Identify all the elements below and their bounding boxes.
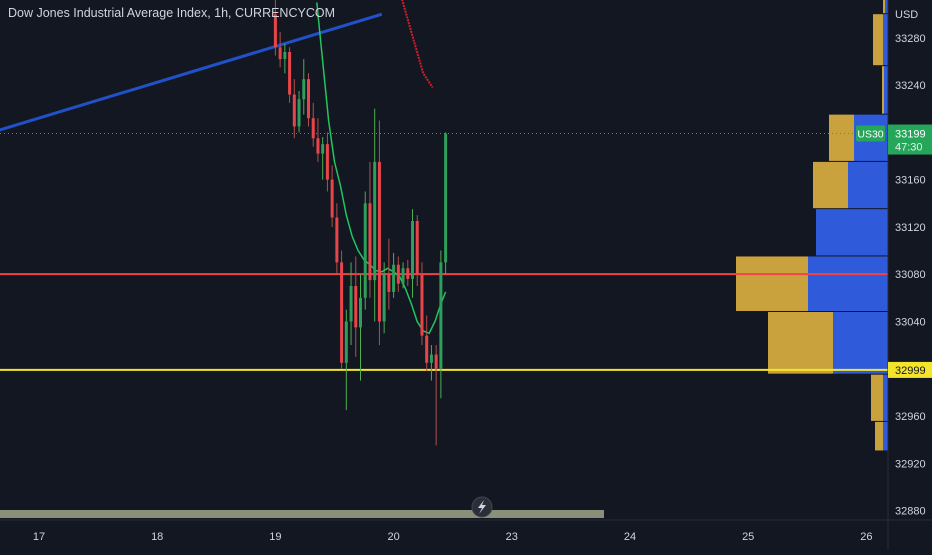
candle-body-17 bbox=[354, 286, 358, 328]
price-axis-unit: USD bbox=[895, 9, 918, 21]
price-tick-7: 32920 bbox=[895, 458, 926, 470]
volume-profile-down-5 bbox=[816, 209, 888, 256]
lightning-icon bbox=[478, 500, 486, 514]
bar-countdown: 47:30 bbox=[895, 142, 923, 154]
trend-line bbox=[0, 12, 383, 132]
candle-body-14 bbox=[340, 262, 344, 363]
volume-profile-down-6 bbox=[808, 256, 888, 311]
time-tick-0: 17 bbox=[33, 531, 45, 543]
yellow-level-tag bbox=[888, 361, 932, 378]
time-tick-6: 25 bbox=[742, 531, 754, 543]
candle-body-7 bbox=[306, 79, 310, 119]
current-price-tag bbox=[888, 124, 932, 155]
volume-profile-down-2 bbox=[884, 66, 888, 114]
date-range-bar[interactable] bbox=[0, 510, 604, 518]
time-tick-7: 26 bbox=[860, 531, 872, 543]
volume-profile-up-7 bbox=[768, 312, 833, 374]
candle-body-10 bbox=[321, 144, 325, 154]
candle-body-33 bbox=[429, 354, 433, 363]
candle-body-29 bbox=[411, 221, 415, 279]
volume-profile-down-0 bbox=[885, 0, 888, 14]
candle-body-4 bbox=[292, 94, 296, 127]
candle-body-19 bbox=[363, 203, 367, 298]
horizontal-levels bbox=[0, 133, 888, 371]
candle-body-15 bbox=[344, 321, 348, 363]
price-tick-2: 33160 bbox=[895, 175, 926, 187]
candle-body-26 bbox=[396, 264, 400, 284]
volume-profile-up-2 bbox=[882, 66, 884, 114]
volume-profile bbox=[736, 0, 888, 451]
volume-profile-up-9 bbox=[875, 421, 883, 451]
indicator-lines bbox=[0, 0, 447, 335]
candle-body-6 bbox=[302, 79, 306, 100]
price-axis[interactable]: USD 33280 33240 33160 33120 33080 33040 32960 32… bbox=[895, 9, 926, 518]
moving-average-line bbox=[316, 2, 447, 335]
red-moving-average-line bbox=[401, 0, 434, 89]
volume-profile-down-8 bbox=[883, 374, 888, 421]
candle-body-24 bbox=[387, 274, 391, 292]
candle-body-11 bbox=[325, 144, 329, 180]
candle-body-25 bbox=[392, 264, 396, 292]
candle-body-20 bbox=[368, 203, 372, 281]
volume-profile-up-6 bbox=[736, 256, 808, 311]
candle-body-21 bbox=[373, 161, 377, 281]
candles bbox=[273, 0, 448, 446]
symbol-tag bbox=[856, 125, 885, 142]
yellow-level-label: 32999 bbox=[895, 365, 926, 377]
time-tick-2: 19 bbox=[269, 531, 281, 543]
price-tick-6: 32960 bbox=[895, 411, 926, 423]
candle-body-18 bbox=[359, 297, 363, 328]
time-tick-5: 24 bbox=[624, 531, 636, 543]
volume-profile-down-9 bbox=[883, 421, 888, 451]
candle-body-5 bbox=[297, 99, 301, 127]
time-axis[interactable]: 17 18 19 20 23 24 25 26 bbox=[0, 519, 932, 543]
candle-body-23 bbox=[382, 274, 386, 322]
current-price-value: 33199 bbox=[895, 129, 926, 141]
candle-body-8 bbox=[311, 118, 315, 139]
candle-body-31 bbox=[420, 274, 424, 336]
candle-body-3 bbox=[288, 52, 292, 95]
price-tick-0: 33280 bbox=[895, 33, 926, 45]
candle-body-36 bbox=[444, 133, 448, 263]
candle-body-28 bbox=[406, 268, 410, 279]
candle-body-13 bbox=[335, 217, 339, 263]
candle-body-34 bbox=[434, 354, 438, 369]
time-tick-1: 18 bbox=[151, 531, 163, 543]
chart-title: Dow Jones Industrial Average Index, 1h, … bbox=[8, 6, 335, 20]
candle-body-32 bbox=[425, 335, 429, 363]
time-tick-4: 23 bbox=[506, 531, 518, 543]
symbol-tag-label: US30 bbox=[857, 129, 883, 141]
volume-profile-up-0 bbox=[883, 0, 885, 14]
price-tick-8: 32880 bbox=[895, 506, 926, 518]
volume-profile-down-4 bbox=[848, 161, 888, 209]
candle-body-9 bbox=[316, 138, 320, 154]
price-tick-4: 33080 bbox=[895, 269, 926, 281]
volume-profile-down-1 bbox=[883, 14, 888, 66]
volume-profile-up-3 bbox=[829, 114, 854, 161]
volume-profile-up-1 bbox=[873, 14, 883, 66]
price-tick-3: 33120 bbox=[895, 222, 926, 234]
candle-body-0 bbox=[273, 14, 277, 48]
candle-body-30 bbox=[415, 221, 419, 275]
price-tick-1: 33240 bbox=[895, 80, 926, 92]
candle-body-2 bbox=[283, 52, 287, 60]
volume-profile-up-8 bbox=[871, 374, 883, 421]
candle-body-27 bbox=[401, 268, 405, 284]
candle-body-35 bbox=[439, 262, 443, 369]
volume-profile-up-4 bbox=[813, 161, 848, 209]
time-tick-3: 20 bbox=[387, 531, 399, 543]
price-tick-5: 33040 bbox=[895, 316, 926, 328]
candle-body-16 bbox=[349, 286, 353, 322]
candle-body-22 bbox=[377, 161, 381, 322]
bottom-bar bbox=[0, 496, 604, 518]
candle-body-12 bbox=[330, 179, 334, 218]
volume-profile-down-7 bbox=[833, 312, 888, 374]
candle-body-1 bbox=[278, 47, 282, 60]
